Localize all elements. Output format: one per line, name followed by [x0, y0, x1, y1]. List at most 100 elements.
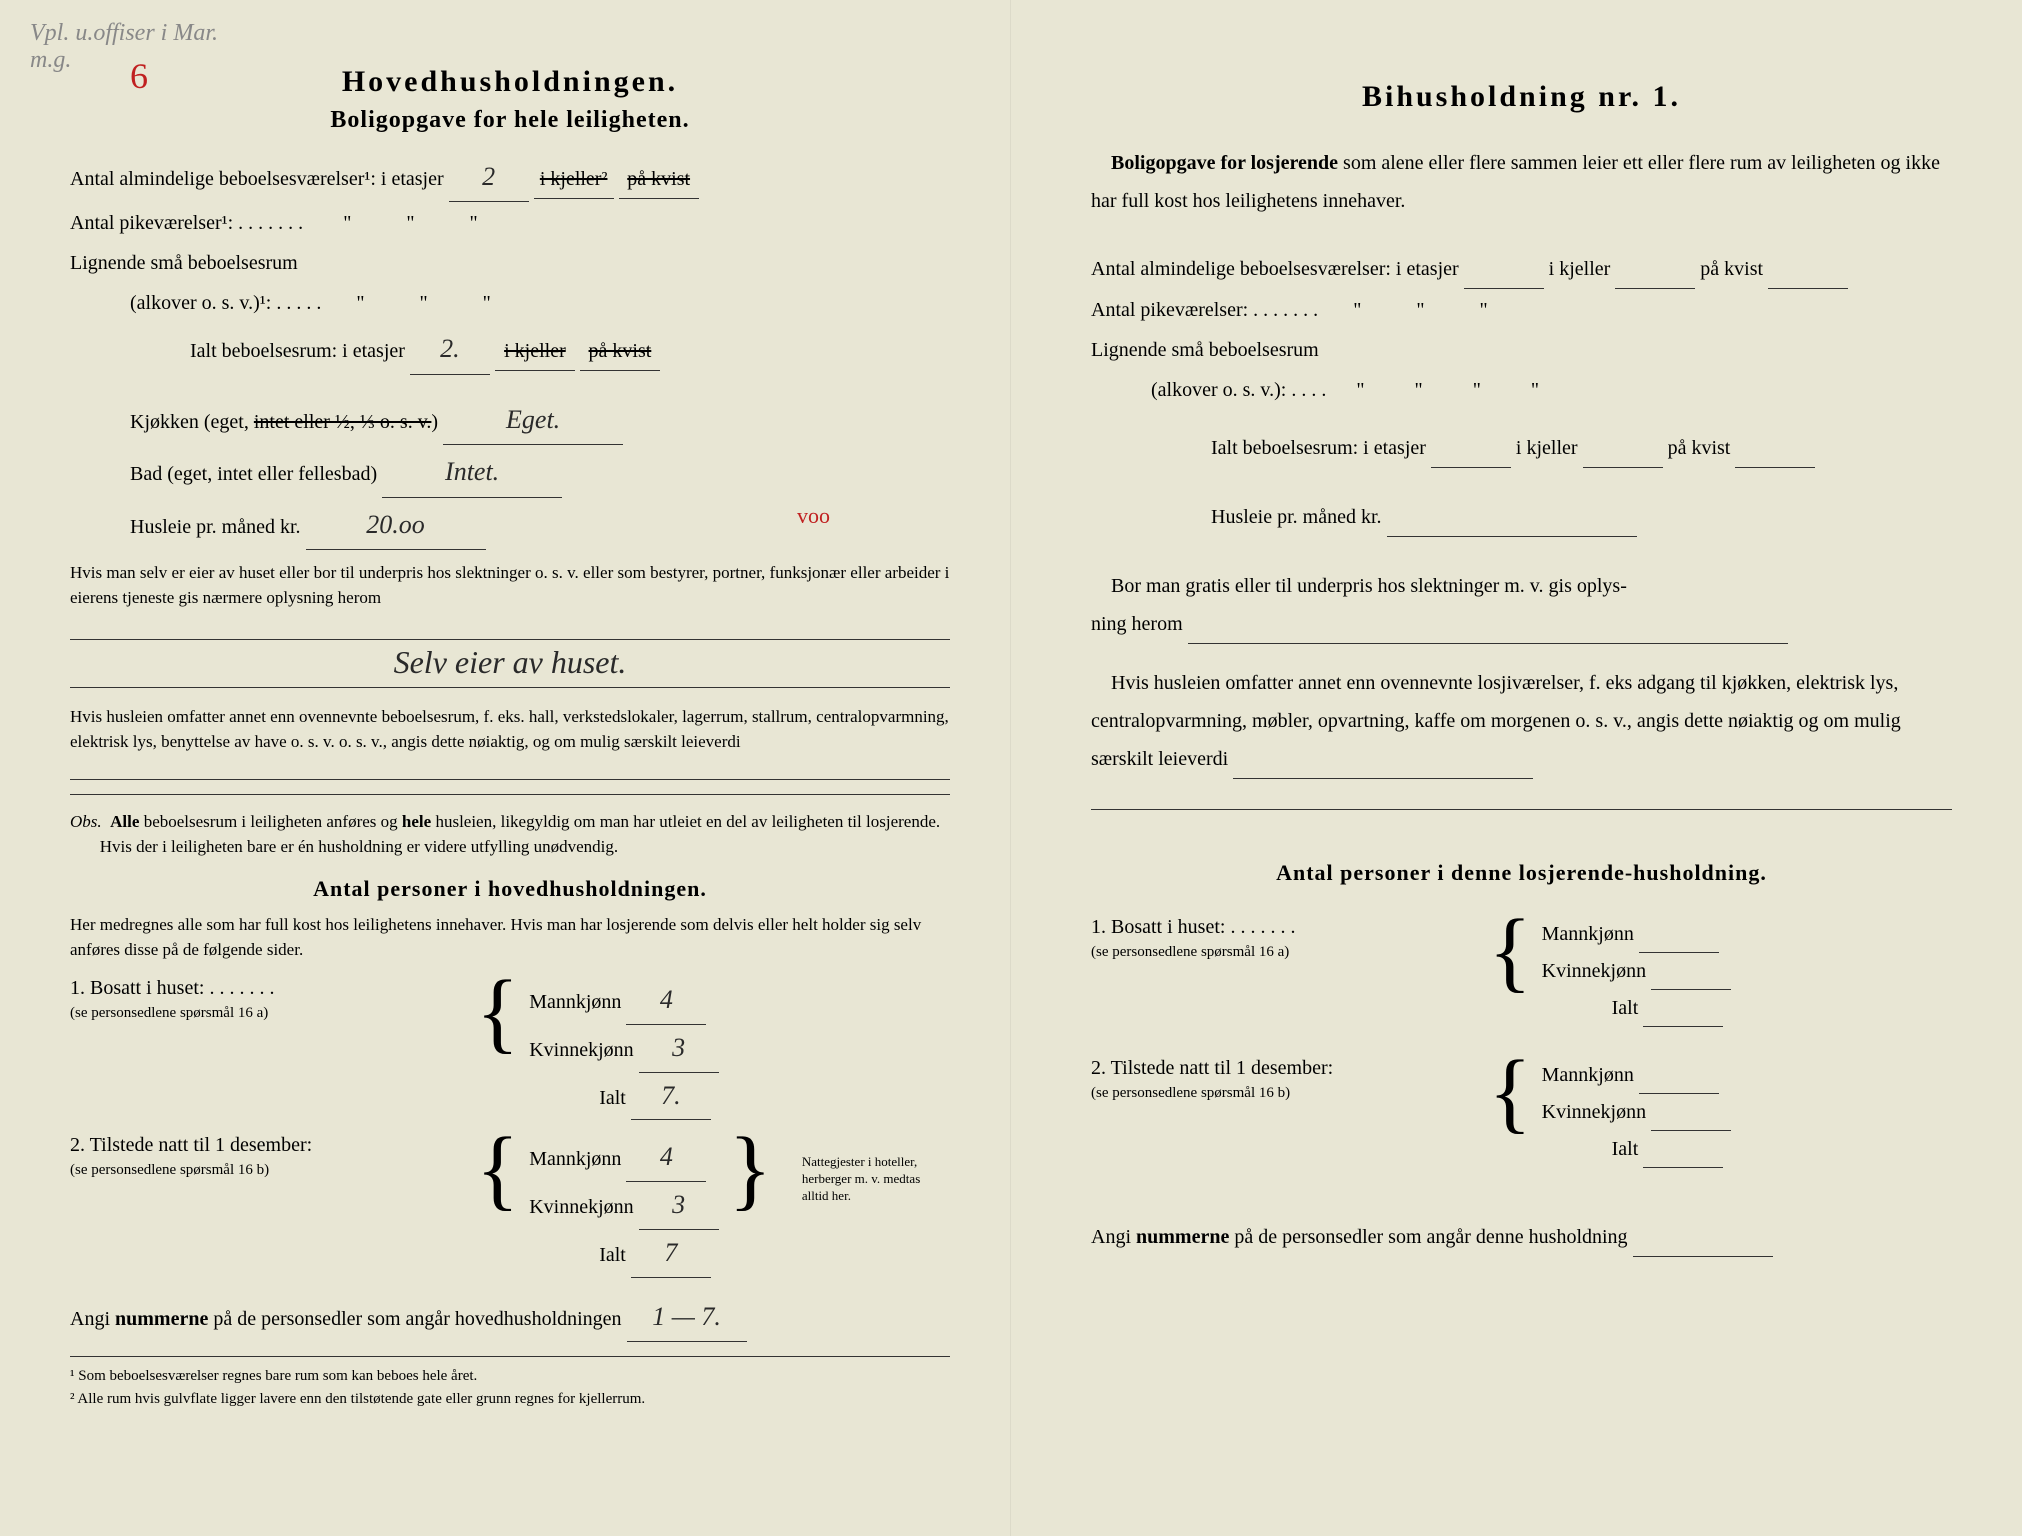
kjokken-label: Kjøkken (eget, intet eller ½, ⅓ o. s. v.… [130, 411, 438, 433]
tilstede-label: 2. Tilstede natt til 1 desember: [70, 1134, 312, 1156]
r-note1a: Bor man gratis eller til underpris hos s… [1091, 567, 1952, 605]
r-note2-fill [1233, 740, 1533, 779]
alkover-line2: (alkover o. s. v.)¹: . . . . . " " " [70, 284, 950, 322]
q4: " [356, 292, 364, 314]
r-angi-line: Angi nummerne på de personsedler som ang… [1091, 1218, 1952, 1257]
left-page: Vpl. u.offiser i Mar. m.g. 6 Hovedhushol… [0, 0, 1011, 1536]
r-ialt-kjeller [1583, 429, 1663, 468]
obs-text: Alle beboelsesrum i leiligheten anføres … [110, 812, 940, 831]
kvinne-label-1: Kvinnekjønn [529, 1039, 633, 1061]
obs-text2: Hvis der i leiligheten bare er én hushol… [100, 837, 618, 856]
r-rooms-kvist-label: på kvist [1700, 258, 1763, 280]
bosatt-row: 1. Bosatt i huset: . . . . . . . (se per… [70, 977, 950, 1120]
angi-label: Angi nummerne på de personsedler som ang… [70, 1308, 622, 1330]
r-tilstede-left: 2. Tilstede natt til 1 desember: (se per… [1091, 1057, 1478, 1103]
husleie-line: Husleie pr. måned kr. 20.oo voo [70, 500, 950, 550]
r-bosatt-kvinne [1651, 953, 1731, 990]
r-bosatt-label: 1. Bosatt i huset: . . . . . . . [1091, 916, 1295, 938]
brace-1: { [476, 977, 519, 1049]
tilstede-sub: (se personsedlene spørsmål 16 b) [70, 1162, 269, 1178]
husleie-label: Husleie pr. måned kr. [130, 516, 301, 538]
bosatt-mann: 4 [626, 977, 706, 1025]
persons-title: Antal personer i hovedhusholdningen. [70, 876, 950, 902]
r-ialt-kvist-label: på kvist [1668, 437, 1731, 459]
r-rooms-etasjer [1464, 250, 1544, 289]
tilstede-ialt: 7 [631, 1230, 711, 1278]
r-alkover-2: (alkover o. s. v.): . . . . " " " " [1091, 371, 1952, 409]
r-bosatt-ialt [1643, 990, 1723, 1027]
obs-label: Obs. [70, 812, 102, 831]
r-husleie-line: Husleie pr. måned kr. [1091, 498, 1952, 537]
pike-label: Antal pikeværelser¹: . . . . . . . [70, 212, 303, 234]
r-angi-fill [1633, 1218, 1773, 1257]
r-tilstede-ialt [1643, 1131, 1723, 1168]
r-note1b-line: ning herom [1091, 605, 1952, 644]
r-pike-label: Antal pikeværelser: . . . . . . . [1091, 299, 1318, 321]
r-bosatt-row: 1. Bosatt i huset: . . . . . . . (se per… [1091, 916, 1952, 1027]
alkover-sub: (alkover o. s. v.)¹: . . . . . [130, 292, 321, 314]
mann-label-2: Mannkjønn [529, 1148, 621, 1170]
rq1: " [1353, 299, 1361, 321]
r-tilstede-kvinne [1651, 1094, 1731, 1131]
r-kvinne-2: Kvinnekjønn [1542, 1101, 1646, 1123]
kjokken-value: Eget. [443, 395, 623, 445]
footnote-2: ² Alle rum hvis gulvflate ligger lavere … [70, 1388, 950, 1411]
q5: " [420, 292, 428, 314]
kjokken-line: Kjøkken (eget, intet eller ½, ⅓ o. s. v.… [70, 395, 950, 445]
r-pike-line: Antal pikeværelser: . . . . . . . " " " [1091, 291, 1952, 329]
ialt-label-2: Ialt [599, 1244, 626, 1266]
obs-block: Obs. Alle beboelsesrum i leiligheten anf… [70, 809, 950, 860]
rq6: " [1473, 379, 1481, 401]
side-note: Nattegjester i hoteller, herberger m. v.… [802, 1134, 922, 1205]
bosatt-ialt: 7. [631, 1073, 711, 1121]
r-rooms-line: Antal almindelige beboelsesværelser: i e… [1091, 250, 1952, 289]
bosatt-kvinne: 3 [639, 1025, 719, 1073]
r-bosatt-left: 1. Bosatt i huset: . . . . . . . (se per… [1091, 916, 1478, 962]
tilstede-left: 2. Tilstede natt til 1 desember: (se per… [70, 1134, 466, 1180]
r-mann-1: Mannkjønn [1542, 923, 1634, 945]
r-rooms-kvist [1768, 250, 1848, 289]
r-tilstede-mann [1639, 1057, 1719, 1094]
bosatt-left: 1. Bosatt i huset: . . . . . . . (se per… [70, 977, 466, 1023]
red-annotation: voo [797, 495, 830, 537]
r-tilstede-row: 2. Tilstede natt til 1 desember: (se per… [1091, 1057, 1952, 1168]
bad-label: Bad (eget, intet eller fellesbad) [130, 463, 377, 485]
bad-line: Bad (eget, intet eller fellesbad) Intet. [70, 447, 950, 497]
rq2: " [1416, 299, 1424, 321]
r-tilstede-sub: (se personsedlene spørsmål 16 b) [1091, 1085, 1290, 1101]
r-alkover-1: Lignende små beboelsesrum [1091, 331, 1952, 369]
ialt-kvist: på kvist [580, 332, 660, 371]
ialt-label-1: Ialt [599, 1087, 626, 1109]
r-note1b-text: ning herom [1091, 613, 1183, 635]
q2: " [406, 212, 414, 234]
rooms-etasjer-value: 2 [449, 152, 529, 202]
blank-line-2 [70, 761, 950, 780]
handwriting-annotation: Vpl. u.offiser i Mar. m.g. [30, 20, 218, 74]
r-bosatt-sub: (se personsedlene spørsmål 16 a) [1091, 944, 1289, 960]
husleie-note: Hvis husleien omfatter annet enn ovennev… [70, 704, 950, 755]
r-persons-title: Antal personer i denne losjerende-hushol… [1091, 860, 1952, 886]
rooms-kvist-label: på kvist [619, 160, 699, 199]
r-brace-1: { [1488, 916, 1531, 988]
rooms-label: Antal almindelige beboelsesværelser¹: i … [70, 168, 444, 190]
rooms-line: Antal almindelige beboelsesværelser¹: i … [70, 152, 950, 202]
tilstede-kvinne: 3 [639, 1182, 719, 1230]
brace-2: { [476, 1134, 519, 1206]
intro-bold: Boligopgave for losjerende [1111, 152, 1338, 174]
divider-1 [70, 794, 950, 795]
ialt-kjeller: i kjeller [495, 332, 575, 371]
r-note2: Hvis husleien omfatter annet enn ovennev… [1091, 664, 1952, 779]
alkover-line1: Lignende små beboelsesrum [70, 244, 950, 282]
r-bosatt-mann [1639, 916, 1719, 953]
kvinne-label-2: Kvinnekjønn [529, 1196, 633, 1218]
rq7: " [1531, 379, 1539, 401]
footnotes: ¹ Som beboelsesværelser regnes bare rum … [70, 1356, 950, 1410]
rq4: " [1356, 379, 1364, 401]
bad-value: Intet. [382, 447, 562, 497]
bosatt-right: Mannkjønn 4 Kvinnekjønn 3 Ialt 7. [529, 977, 718, 1120]
owner-handwriting: Selv eier av huset. [70, 644, 950, 688]
right-title: Bihusholdning nr. 1. [1091, 80, 1952, 114]
brace-2b: } [729, 1134, 772, 1206]
r-alkover-sub: (alkover o. s. v.): . . . . [1151, 379, 1326, 401]
r-rooms-label: Antal almindelige beboelsesværelser: i e… [1091, 258, 1459, 280]
